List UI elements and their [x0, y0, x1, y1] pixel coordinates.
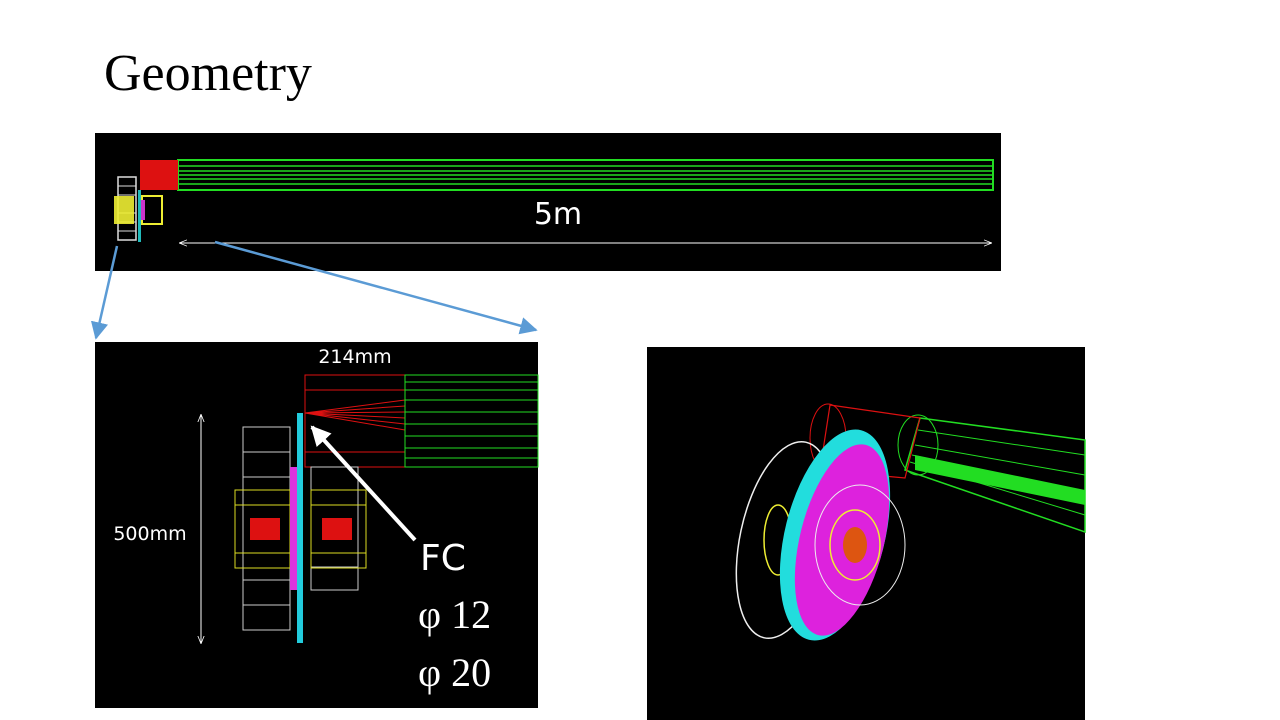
symbol-label: φ 12 [418, 592, 491, 637]
width-label: 214mm [318, 346, 391, 368]
slide-title: Geometry [104, 45, 312, 102]
length-label: 5m [534, 197, 582, 232]
perspective-panel [647, 347, 1086, 720]
symbol-label: φ 20 [418, 650, 491, 695]
side-view-panel: 214mm 500mm FC φ 12 φ 20 [95, 342, 539, 708]
height-label: 500mm [113, 523, 186, 545]
overview-panel: 5m [95, 133, 1001, 271]
pointer-label: FC [420, 538, 466, 579]
